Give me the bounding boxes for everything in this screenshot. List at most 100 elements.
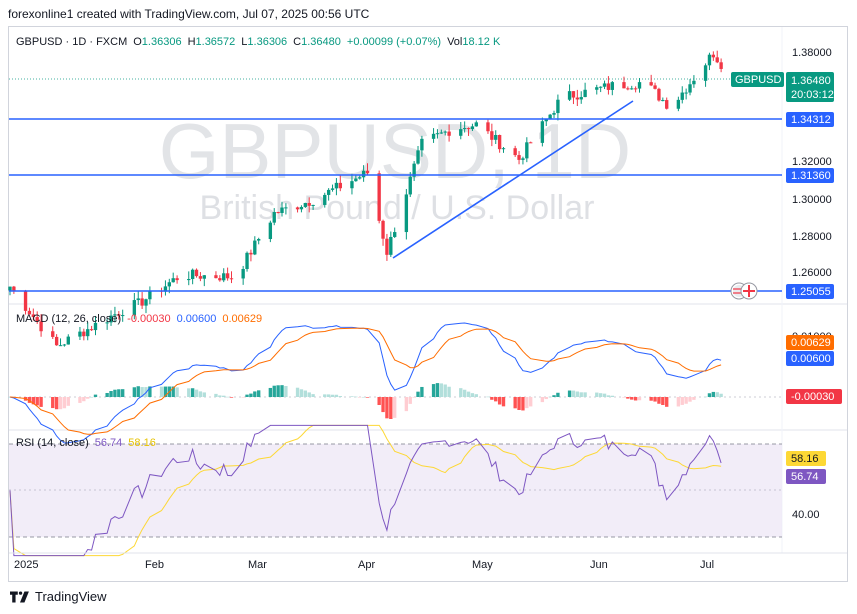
price-tick-2: 1.32000 [792, 156, 832, 168]
candle-body [490, 131, 494, 140]
level-label-2-bg [786, 168, 834, 183]
candle-body [284, 207, 288, 209]
candle-body [657, 88, 661, 101]
macd-histogram-bar [222, 395, 226, 397]
price-tick-3: 1.30000 [792, 194, 832, 206]
macd-histogram-bar [552, 395, 556, 397]
macd-histogram-bar [136, 386, 140, 397]
open-label: O1.36306 [133, 36, 182, 48]
macd-histogram-bar [82, 397, 86, 402]
macd-histogram-bar [202, 392, 206, 397]
candle-body [58, 345, 63, 347]
rsi-ma-label: 58.16 [791, 453, 819, 465]
candle-body [470, 126, 475, 130]
candle-body [447, 131, 451, 136]
candle-body [633, 88, 638, 90]
candle-body [408, 176, 412, 195]
candle-body [385, 238, 389, 255]
macd-histogram-bar [284, 386, 288, 397]
level-label-2: 1.31360 [791, 170, 831, 182]
macd-histogram-bar [494, 397, 498, 402]
macd-histogram-bar [171, 386, 175, 397]
macd-histogram-bar [109, 391, 113, 397]
symbol-label[interactable]: GBPUSD · 1D · FXCM [16, 36, 128, 48]
macd-histogram-bar [299, 389, 304, 397]
macd-histogram-bar [517, 397, 521, 410]
macd-histogram-bar [389, 397, 393, 419]
macd-histogram-bar [311, 394, 315, 397]
rsi-legend-name[interactable]: RSI (14, close) [16, 437, 89, 449]
macd-histogram-bar [447, 386, 451, 397]
candle-body [303, 202, 308, 207]
rsi-label: 56.74 [791, 471, 819, 483]
candle-body [253, 240, 257, 255]
macd-histogram-bar [606, 395, 611, 397]
macd-histogram-bar [707, 393, 712, 397]
macd-histogram-bar [303, 390, 308, 397]
candle-body [606, 83, 611, 90]
candle-body [330, 188, 335, 190]
candle-body [354, 178, 358, 182]
low-label: L1.36306 [241, 36, 288, 48]
macd-histogram-bar [412, 397, 416, 398]
time-label-jun: Jun [590, 559, 608, 571]
bar-countdown-label: 20:03:12 [791, 89, 834, 101]
macd-histogram-bar [408, 397, 412, 404]
rsi-legend-ma: 58.16 [128, 437, 156, 449]
candle-body [144, 299, 148, 306]
candle-body [27, 310, 32, 315]
candle-body [571, 91, 576, 98]
candle-body [548, 114, 552, 119]
macd-histogram-bar [117, 389, 121, 397]
candle-body [517, 155, 521, 160]
candle-body [525, 142, 529, 159]
footer-brand[interactable]: TradingView [10, 589, 107, 604]
candle-body [602, 83, 607, 87]
candle-body [241, 268, 245, 279]
candle-body [35, 317, 39, 322]
macd-legend-hist: -0.00030 [127, 313, 171, 325]
macd-histogram-bar [684, 397, 688, 404]
candle-body [598, 86, 603, 88]
candle-body [377, 173, 381, 221]
macd-histogram-bar [404, 397, 409, 412]
macd-histogram-bar [365, 397, 370, 398]
candle-body [338, 182, 342, 189]
candle-body [365, 170, 370, 174]
macd-histogram-bar [676, 397, 681, 407]
candle-body [459, 129, 463, 136]
candle-body [268, 222, 273, 240]
macd-histogram-bar [159, 386, 164, 397]
macd-histogram-bar [431, 384, 436, 397]
candle-body [299, 206, 304, 210]
time-label-jul: Jul [700, 559, 714, 571]
macd-histogram-bar [525, 397, 529, 409]
candle-body [280, 207, 284, 214]
macd-histogram-bar [540, 397, 545, 403]
last-price-label-bg [786, 72, 834, 102]
macd-histogram-bar [529, 397, 533, 407]
trendline[interactable] [392, 100, 634, 259]
candle-body [276, 212, 280, 214]
macd-histogram-bar [276, 385, 280, 397]
rsi-label-bg [786, 469, 826, 484]
candle-body [334, 182, 339, 189]
macd-histogram-bar [567, 390, 572, 397]
candle-body [117, 314, 121, 316]
candle-body [412, 163, 416, 177]
candle-body [113, 314, 117, 316]
last-price-label: 1.36480 [791, 75, 831, 87]
economic-events-icon[interactable] [730, 282, 758, 300]
symbol-tag[interactable]: GBPUSD [735, 74, 782, 86]
macd-legend-name[interactable]: MACD (12, 26, close) [16, 313, 122, 325]
high-label: H1.36572 [187, 36, 236, 48]
candle-body [661, 100, 665, 102]
rsi-scale-40: 40.00 [792, 509, 820, 521]
price-tick-4: 1.28000 [792, 231, 832, 243]
time-label-mar: Mar [248, 559, 267, 571]
candle-body [187, 279, 191, 281]
macd-histogram-bar [633, 397, 638, 401]
candle-body [466, 128, 471, 130]
candle-body [474, 122, 478, 127]
